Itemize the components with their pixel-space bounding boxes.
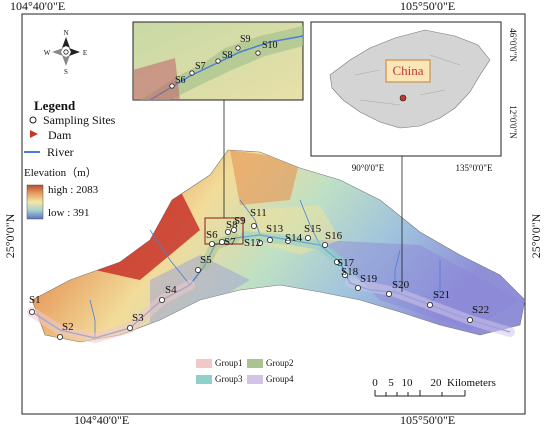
compass-rose-icon <box>52 37 80 66</box>
site-marker-s13 <box>266 236 273 243</box>
zoom-site-marker-s8 <box>215 58 221 64</box>
group-label-3: Group3 <box>215 374 243 384</box>
group-legend: Group1 Group2 Group3 Group4 <box>196 358 294 384</box>
site-label-s16: S16 <box>325 230 343 242</box>
zoom-site-marker-s6 <box>169 83 175 89</box>
site-label-s13: S13 <box>266 223 284 235</box>
site-label-s2: S2 <box>62 321 74 333</box>
site-marker-s22 <box>466 316 473 323</box>
legend-dam: Dam <box>48 128 72 142</box>
inset-lat-46: 46°0'0"N <box>508 28 518 62</box>
zoom-inset: S6 S7 S8 S9 S10 <box>132 21 304 101</box>
legend-river: River <box>47 145 74 159</box>
group-swatch-3 <box>196 375 212 384</box>
site-label-s6: S6 <box>206 229 218 241</box>
scale-unit: Kilometers <box>447 377 496 389</box>
site-marker-s4 <box>158 296 165 303</box>
site-label-s14: S14 <box>285 232 303 244</box>
compass-n: N <box>63 29 68 37</box>
group-swatch-1 <box>196 359 212 368</box>
group-label-1: Group1 <box>215 358 243 368</box>
site-marker-s18 <box>341 271 348 278</box>
coord-left: 25°0'0"N <box>3 213 17 258</box>
coord-top-right: 105°50'0"E <box>400 0 455 13</box>
scale-tick-0: 0 <box>372 377 378 389</box>
site-label-s12: S12 <box>244 237 261 249</box>
scale-bar <box>374 390 466 397</box>
site-marker-s6 <box>208 240 215 247</box>
site-label-s1: S1 <box>29 294 41 306</box>
group-label-4: Group4 <box>266 374 294 384</box>
scale-tick-20: 20 <box>431 377 443 389</box>
coord-bottom-left: 104°40'0"E <box>74 413 129 427</box>
site-label-s15: S15 <box>304 223 322 235</box>
zoom-site-marker-s7 <box>189 70 195 76</box>
coord-top-left: 104°40'0"E <box>10 0 65 13</box>
scale-tick-10: 10 <box>402 377 414 389</box>
zoom-site-label-s10: S10 <box>262 40 278 51</box>
group-swatch-4 <box>247 375 263 384</box>
site-label-s3: S3 <box>132 312 144 324</box>
site-label-s4: S4 <box>165 284 177 296</box>
site-marker-s5 <box>194 266 201 273</box>
legend-sampling-sites: Sampling Sites <box>43 113 116 127</box>
zoom-site-label-s7: S7 <box>195 61 206 72</box>
china-inset <box>310 21 502 157</box>
inset-lon-90: 90°0'0"E <box>352 163 385 173</box>
site-label-s18: S18 <box>341 266 359 278</box>
group-label-2: Group2 <box>266 358 294 368</box>
zoom-site-label-s9: S9 <box>240 34 251 45</box>
site-label-s5: S5 <box>200 254 212 266</box>
legend-elevation-title: Elevation（m） <box>24 166 97 179</box>
text-layer: 104°40'0"E 105°50'0"E 104°40'0"E 105°50'… <box>3 0 543 427</box>
group-swatch-2 <box>247 359 263 368</box>
site-marker-s1 <box>28 308 35 315</box>
zoom-site-label-s8: S8 <box>222 50 233 61</box>
zoom-site-label-s6: S6 <box>175 75 186 86</box>
site-marker-s9 <box>230 226 237 233</box>
site-marker-s7 <box>218 238 225 245</box>
compass-w: W <box>44 49 51 57</box>
coord-right: 25°0'0"N <box>529 213 543 258</box>
legend-low: low : 391 <box>48 207 90 219</box>
site-label-s22: S22 <box>472 304 489 316</box>
sampling-site-markers: S1S2S3S4S5S6S7S8S9S11S12S13S14S15S16S17S… <box>28 207 489 340</box>
scale-tick-5: 5 <box>388 377 394 389</box>
site-marker-s8 <box>224 228 231 235</box>
site-label-s17: S17 <box>337 257 355 269</box>
site-marker-s19 <box>354 284 361 291</box>
site-marker-s21 <box>426 301 433 308</box>
site-marker-s14 <box>284 237 291 244</box>
site-marker-s17 <box>333 258 340 265</box>
legend-high: high : 2083 <box>48 184 99 196</box>
inset-china-label: China <box>392 63 423 78</box>
site-marker-s16 <box>321 241 328 248</box>
site-marker-s3 <box>127 324 134 331</box>
legend-title: Legend <box>34 98 76 113</box>
site-label-s21: S21 <box>433 289 450 301</box>
site-marker-s2 <box>57 333 64 340</box>
site-marker-s20 <box>385 290 392 297</box>
site-label-s7: S7 <box>224 236 236 248</box>
site-label-s20: S20 <box>392 279 410 291</box>
site-marker-s11 <box>250 222 257 229</box>
zoom-site-marker-s10 <box>255 50 261 56</box>
legend-symbols <box>24 116 44 220</box>
coord-bottom-right: 105°50'0"E <box>400 413 455 427</box>
site-marker-s12 <box>256 239 263 246</box>
compass-e: E <box>83 49 87 57</box>
compass-s: S <box>64 68 68 76</box>
inset-lon-135: 135°0'0"E <box>456 163 493 173</box>
site-marker-s15 <box>304 234 311 241</box>
inset-lat-12: 12°0'0"N <box>508 105 518 139</box>
site-label-s19: S19 <box>360 273 378 285</box>
zoom-site-marker-s9 <box>235 45 241 51</box>
site-label-s11: S11 <box>250 207 267 219</box>
site-label-s9: S9 <box>234 215 246 227</box>
